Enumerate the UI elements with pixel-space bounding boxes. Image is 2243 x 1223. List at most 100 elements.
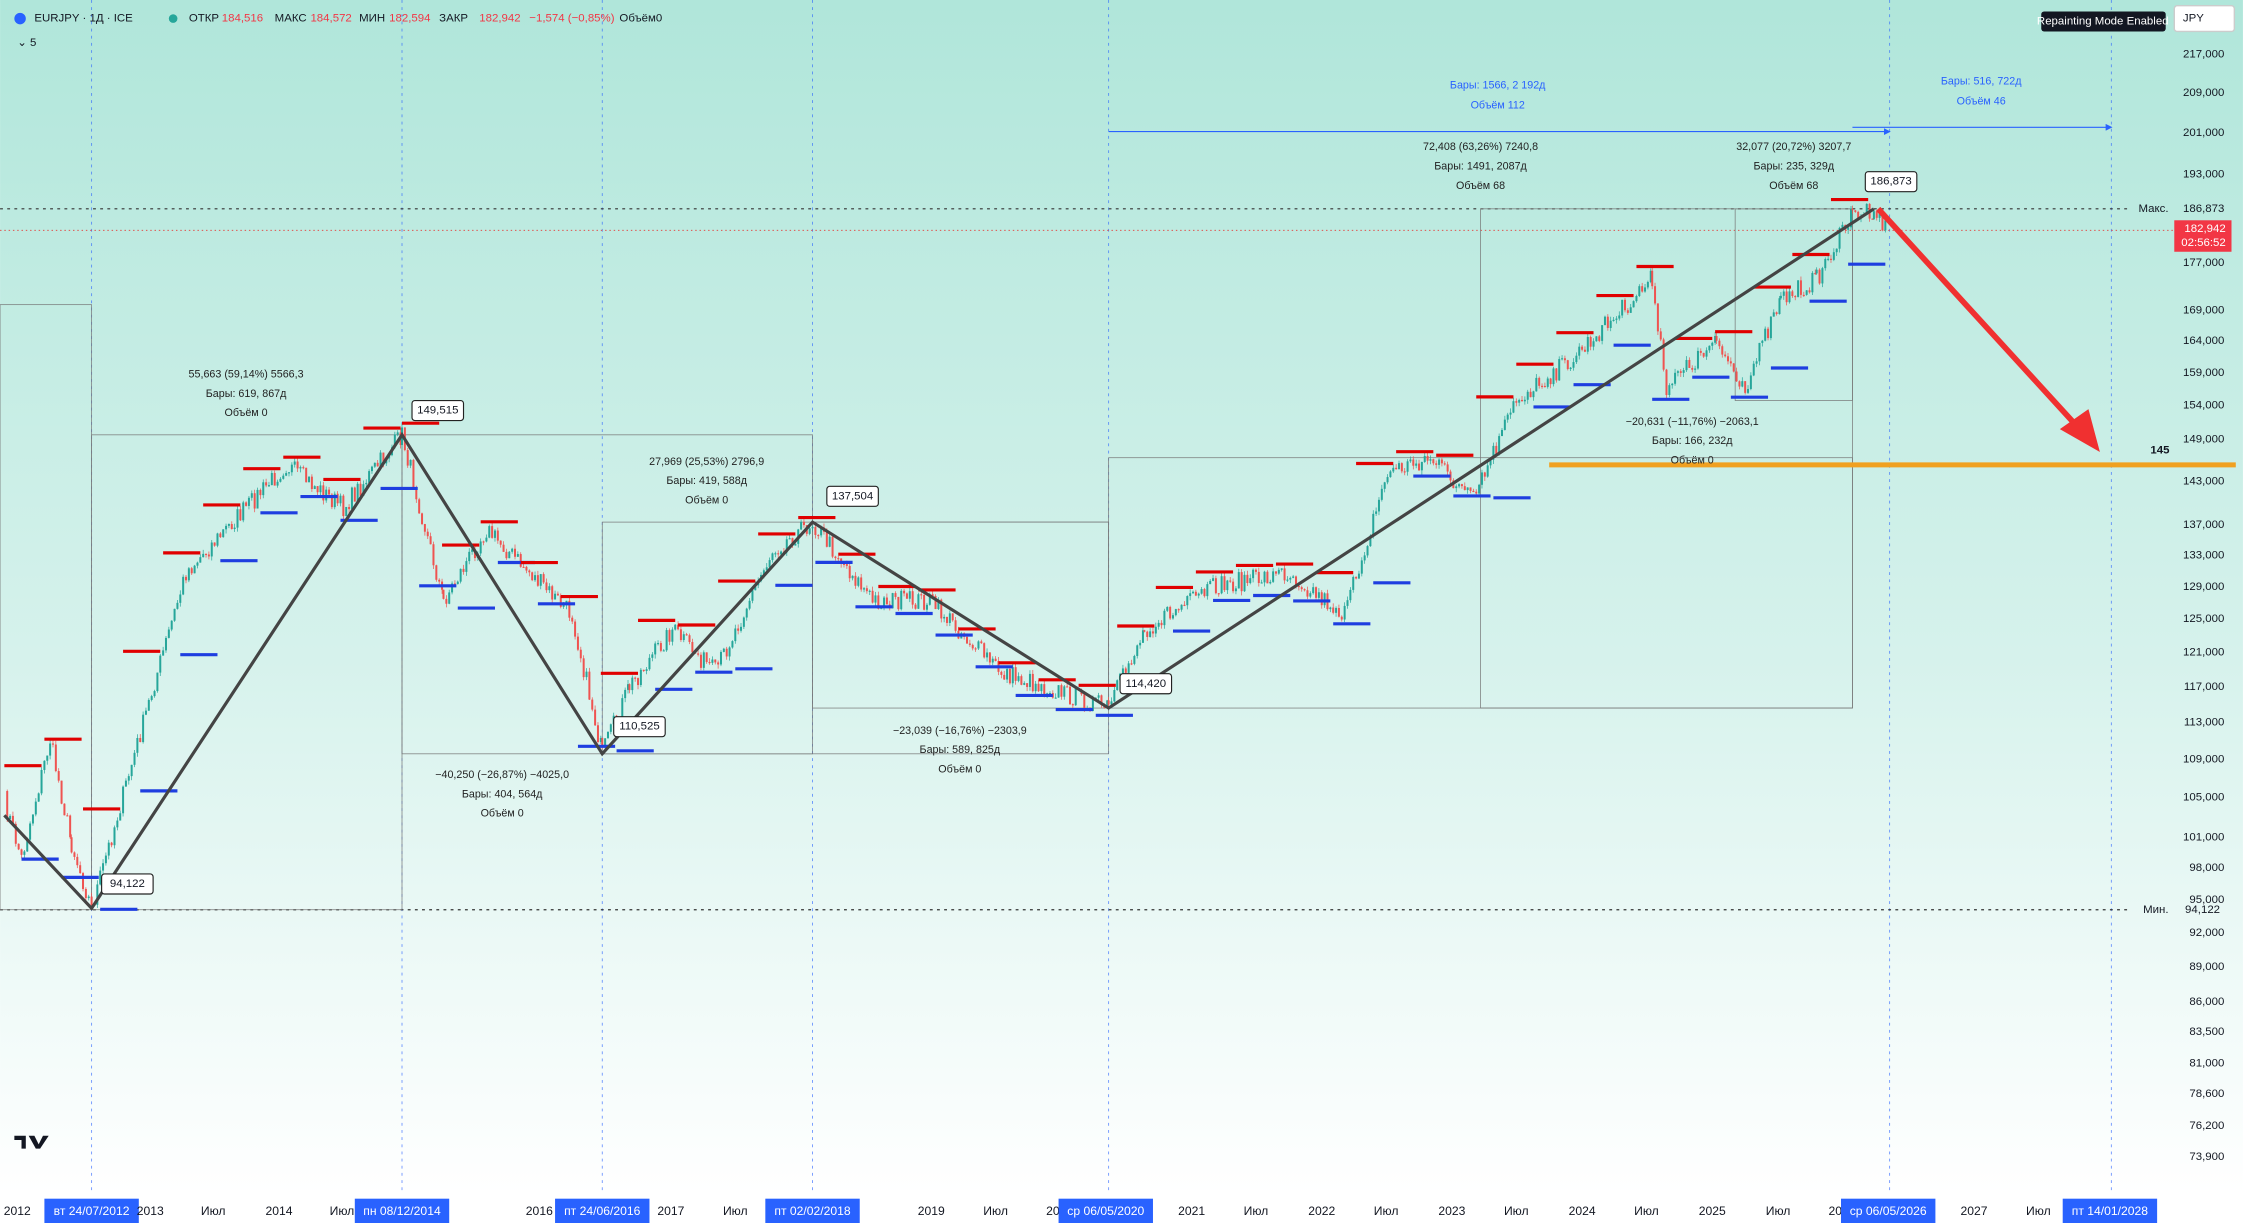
candle-body [1083, 694, 1086, 709]
candle-body [1389, 471, 1392, 478]
candle-body [697, 653, 700, 655]
candle-body [1260, 582, 1263, 584]
measure-box [0, 304, 92, 911]
candle-body [1443, 463, 1446, 465]
price-label: 209,000 [2183, 87, 2224, 99]
candle-body [1523, 399, 1526, 402]
candle-body [1315, 587, 1318, 598]
candle-body [980, 641, 983, 644]
candle-body [84, 888, 87, 899]
candle-body [945, 616, 948, 623]
pivot-label: 149,515 [417, 405, 458, 417]
candle-body [1744, 381, 1747, 393]
candle-body [1289, 577, 1292, 580]
candle-body [356, 483, 359, 502]
candle-body [1107, 700, 1110, 705]
candle-body [207, 554, 210, 557]
candle-body [1805, 290, 1808, 295]
candle-body [319, 485, 322, 493]
date-badge [765, 1198, 860, 1223]
candle-body [971, 644, 974, 649]
candle-body [1668, 385, 1671, 395]
candle-body [1226, 580, 1229, 591]
candle-body [429, 536, 432, 545]
candle-body [525, 566, 528, 571]
candle-body [219, 533, 222, 538]
price-label: 164,000 [2183, 335, 2224, 347]
time-label: 2024 [1569, 1204, 1596, 1218]
candle-body [1252, 569, 1255, 579]
candle-body [20, 849, 23, 855]
max-value: 186,873 [2183, 203, 2224, 215]
candle-body [1475, 491, 1478, 494]
candle-body [418, 499, 421, 514]
time-label: 2016 [526, 1204, 553, 1218]
candle-body [1257, 571, 1260, 583]
candle-body [1824, 259, 1827, 269]
candle-body [1283, 568, 1286, 581]
candle-body [1654, 286, 1657, 304]
candle-body [1141, 630, 1144, 643]
candle-body [305, 467, 308, 483]
candle-body [1535, 377, 1538, 392]
price-label: 73,900 [2189, 1151, 2224, 1163]
zigzag [3, 207, 1875, 911]
candle-body [1691, 367, 1694, 370]
indicator-toggle[interactable]: ⌄ 5 [17, 37, 36, 49]
candle-body [1023, 683, 1026, 685]
candle-body [917, 594, 920, 609]
candle-body [60, 780, 63, 804]
candle-body [800, 521, 803, 530]
candle-body [582, 658, 585, 678]
candle-body [1429, 459, 1432, 461]
ohlc-low: 182,594 [389, 13, 431, 25]
candle-body [282, 475, 285, 479]
price-label: 149,000 [2183, 433, 2224, 445]
candle-body [179, 594, 182, 603]
candle-body [426, 531, 429, 537]
time-label: 2012 [4, 1204, 31, 1218]
candle-body [505, 551, 508, 559]
candle-body [370, 466, 373, 472]
candle-body [1335, 607, 1338, 613]
candle-body [1595, 336, 1598, 342]
ohlc-close: 182,942 [479, 13, 520, 25]
candle-body [1509, 412, 1512, 415]
candle-body [854, 575, 857, 586]
candle-body [1309, 593, 1312, 597]
candle-body [1541, 385, 1544, 387]
candle-body [1694, 368, 1697, 370]
candle-body [1850, 208, 1853, 228]
candle-body [1180, 604, 1183, 610]
candle-body [780, 551, 783, 555]
pivot-label: 94,122 [110, 878, 145, 890]
candle-body [1438, 459, 1441, 465]
candle-body [1865, 203, 1868, 215]
candle-body [102, 863, 105, 871]
measure-text: −20,631 (−11,76%) −2063,1 [1626, 416, 1759, 428]
candle-body [717, 662, 720, 665]
currency-box[interactable] [2173, 5, 2236, 33]
candle-body [928, 594, 931, 605]
candle-body [1589, 337, 1592, 347]
candle-body [1177, 609, 1180, 611]
candle-body [674, 624, 677, 630]
candle-body [1006, 668, 1009, 680]
candle-body [731, 641, 734, 648]
candle-body [1263, 571, 1266, 583]
measure-text: Объём 0 [938, 763, 981, 775]
candle-body [1838, 227, 1841, 249]
time-label: Июл [723, 1204, 748, 1218]
candle-body [1724, 354, 1727, 357]
price-label: 78,600 [2189, 1088, 2224, 1100]
candle-body [133, 752, 136, 765]
candle-body [1214, 578, 1217, 594]
candle-body [811, 526, 814, 529]
candle-body [17, 843, 20, 850]
candle-body [677, 624, 680, 630]
candle-body [1779, 295, 1782, 299]
last-price-box [2174, 220, 2232, 252]
candle-body [591, 699, 594, 710]
pivot-box [1119, 673, 1173, 695]
candle-body [948, 613, 951, 623]
